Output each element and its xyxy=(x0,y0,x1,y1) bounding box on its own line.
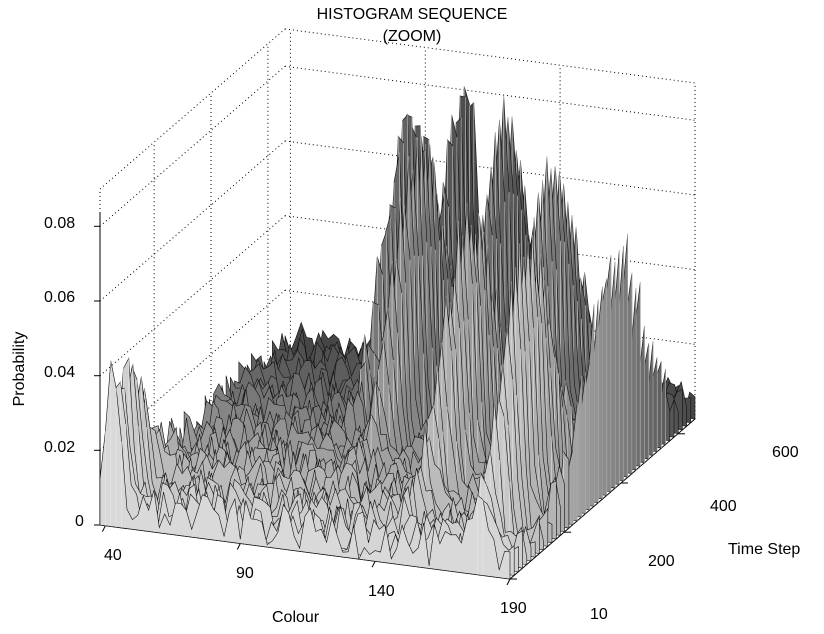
x-tick-label: 190 xyxy=(500,600,527,617)
grid-line xyxy=(99,215,286,377)
grid-line xyxy=(284,65,696,121)
y-tick-label: 600 xyxy=(772,444,799,461)
x-tick xyxy=(101,525,106,532)
grid-line xyxy=(99,28,286,190)
z-tick-label: 0.02 xyxy=(44,439,76,456)
y-tick-label: 400 xyxy=(710,498,737,515)
x-tick xyxy=(506,578,511,586)
x-axis-label: Colour xyxy=(272,609,320,626)
chart-title: HISTOGRAM SEQUENCE xyxy=(316,6,508,23)
y-tick-label: 10 xyxy=(590,606,608,623)
x-tick-label: 90 xyxy=(236,565,254,582)
x-tick xyxy=(236,543,241,550)
surface xyxy=(99,86,696,580)
grid-line xyxy=(284,28,696,84)
z-tick-label: 0.04 xyxy=(44,364,76,381)
grid-line xyxy=(284,140,696,196)
y-tick-label: 200 xyxy=(648,553,675,570)
z-tick-label: 0.08 xyxy=(44,215,76,232)
surface-row xyxy=(99,360,511,580)
x-tick xyxy=(371,560,376,568)
y-axis-label: Time Step xyxy=(728,541,801,558)
x-tick-label: 140 xyxy=(368,583,395,600)
grid-line xyxy=(99,140,286,302)
grid-line xyxy=(99,65,286,227)
z-axis-label: Probability xyxy=(11,331,28,407)
z-tick-label: 0 xyxy=(75,513,84,530)
grid-lines xyxy=(99,28,696,526)
z-tick-label: 0.06 xyxy=(44,289,76,306)
chart-subtitle: (ZOOM) xyxy=(382,28,442,45)
x-tick-label: 40 xyxy=(104,547,122,564)
